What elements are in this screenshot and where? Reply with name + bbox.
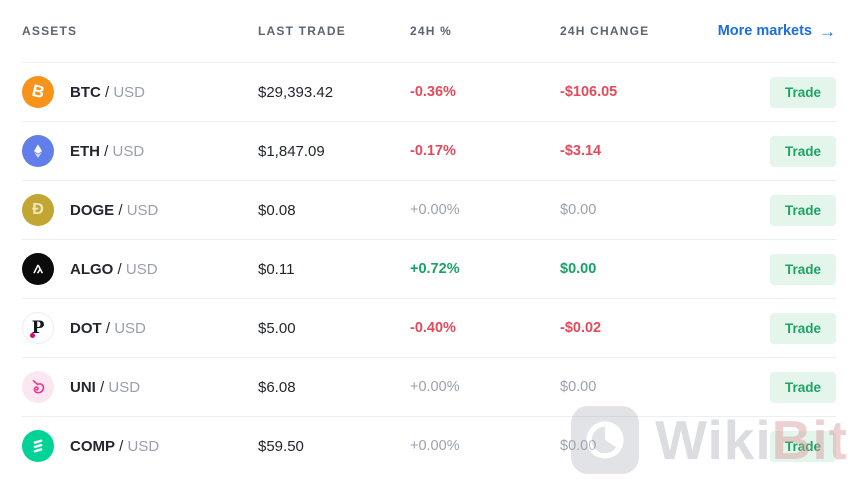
- asset-cell: COMP / USD: [22, 430, 258, 462]
- dot-accent: [30, 333, 35, 338]
- pair-label: DOT / USD: [70, 319, 146, 337]
- comp-icon: [22, 430, 54, 462]
- arrow-right-icon: →: [819, 21, 836, 41]
- eth-icon: [22, 135, 54, 167]
- asset-cell: UNI / USD: [22, 371, 258, 403]
- table-row-btc[interactable]: B BTC / USD $29,393.42 -0.36% -$106.05 T…: [22, 62, 836, 121]
- trade-button-algo[interactable]: Trade: [769, 253, 836, 285]
- change-abs-value: -$3.14: [560, 143, 602, 159]
- trade-button-uni[interactable]: Trade: [769, 371, 836, 403]
- pair-label: ALGO / USD: [70, 260, 158, 278]
- trade-button-comp[interactable]: Trade: [769, 430, 836, 462]
- pair-label: UNI / USD: [70, 378, 141, 396]
- more-markets-link[interactable]: More markets →: [718, 23, 836, 40]
- change-abs-value: -$106.05: [560, 84, 618, 100]
- last-trade-value: $59.50: [258, 437, 304, 455]
- change-abs-value: $0.00: [560, 438, 597, 454]
- asset-cell: Đ DOGE / USD: [22, 194, 258, 226]
- table-header-row: ASSETS LAST TRADE 24H % 24H CHANGE More …: [22, 0, 836, 62]
- markets-table: ASSETS LAST TRADE 24H % 24H CHANGE More …: [22, 0, 836, 475]
- change-pct-value: +0.00%: [410, 379, 460, 395]
- more-markets-label: More markets: [717, 23, 812, 39]
- last-trade-value: $29,393.42: [258, 83, 334, 101]
- last-trade-value: $0.08: [258, 201, 296, 219]
- algo-icon: [22, 253, 54, 285]
- column-header-last-trade: LAST TRADE: [258, 24, 346, 38]
- change-abs-value: $0.00: [560, 202, 597, 218]
- table-row-dot[interactable]: P DOT / USD $5.00 -0.40% -$0.02 Trade: [22, 298, 836, 357]
- change-pct-value: +0.72%: [410, 261, 460, 277]
- trade-button-eth[interactable]: Trade: [769, 135, 836, 167]
- asset-cell: B BTC / USD: [22, 76, 258, 108]
- change-pct-value: +0.00%: [410, 438, 460, 454]
- uni-icon: [22, 371, 54, 403]
- pair-label: DOGE / USD: [70, 201, 159, 219]
- change-pct-value: +0.00%: [410, 202, 460, 218]
- asset-cell: P DOT / USD: [22, 312, 258, 344]
- trade-button-btc[interactable]: Trade: [769, 76, 836, 108]
- trade-button-doge[interactable]: Trade: [769, 194, 836, 226]
- change-abs-value: $0.00: [560, 379, 597, 395]
- change-pct-value: -0.40%: [410, 320, 456, 336]
- btc-icon: B: [22, 76, 54, 108]
- last-trade-value: $1,847.09: [258, 142, 325, 160]
- pair-label: ETH / USD: [70, 142, 145, 160]
- pair-label: BTC / USD: [70, 83, 146, 101]
- table-row-eth[interactable]: ETH / USD $1,847.09 -0.17% -$3.14 Trade: [22, 121, 836, 180]
- column-header-assets: ASSETS: [22, 24, 78, 38]
- pair-label: COMP / USD: [70, 437, 160, 455]
- column-header-24h-change: 24H CHANGE: [560, 24, 650, 38]
- change-pct-value: -0.17%: [410, 143, 456, 159]
- table-row-comp[interactable]: COMP / USD $59.50 +0.00% $0.00 Trade: [22, 416, 836, 475]
- last-trade-value: $6.08: [258, 378, 296, 396]
- last-trade-value: $5.00: [258, 319, 296, 337]
- asset-cell: ALGO / USD: [22, 253, 258, 285]
- trade-button-dot[interactable]: Trade: [769, 312, 836, 344]
- table-row-algo[interactable]: ALGO / USD $0.11 +0.72% $0.00 Trade: [22, 239, 836, 298]
- last-trade-value: $0.11: [258, 260, 295, 278]
- table-row-uni[interactable]: UNI / USD $6.08 +0.00% $0.00 Trade: [22, 357, 836, 416]
- column-header-24h-pct: 24H %: [410, 24, 453, 38]
- change-pct-value: -0.36%: [410, 84, 456, 100]
- asset-cell: ETH / USD: [22, 135, 258, 167]
- change-abs-value: -$0.02: [560, 320, 602, 336]
- doge-icon: Đ: [22, 194, 54, 226]
- dot-icon: P: [22, 312, 54, 344]
- change-abs-value: $0.00: [560, 261, 597, 277]
- table-row-doge[interactable]: Đ DOGE / USD $0.08 +0.00% $0.00 Trade: [22, 180, 836, 239]
